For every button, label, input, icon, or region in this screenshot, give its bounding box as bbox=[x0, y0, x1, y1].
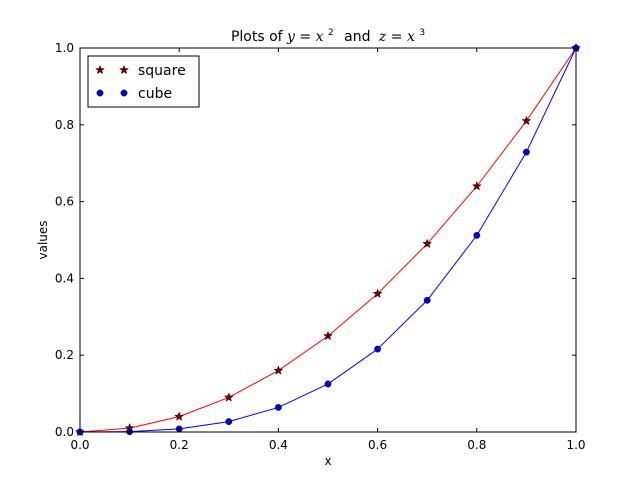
data-point-square bbox=[372, 288, 383, 298]
data-point-cube bbox=[523, 148, 530, 156]
y-tick-label: 0.2 bbox=[55, 348, 74, 362]
data-point-square bbox=[471, 181, 482, 191]
legend-label-cube: cube bbox=[138, 86, 172, 102]
legend-entry-square: square bbox=[95, 63, 186, 79]
title-expr1-eq: = bbox=[299, 29, 311, 45]
title-prefix: Plots of bbox=[231, 29, 287, 45]
data-point-square bbox=[521, 115, 532, 126]
legend-box bbox=[87, 55, 200, 108]
title-expr1-var: y bbox=[286, 29, 296, 45]
title-expr2-var: z bbox=[378, 29, 387, 45]
y-tick-label: 0.8 bbox=[55, 118, 74, 132]
data-point-cube bbox=[324, 380, 332, 388]
legend-marker-square bbox=[119, 64, 129, 75]
x-tick-label: 0.0 bbox=[70, 438, 89, 452]
title-expr2-rhs: x bbox=[407, 29, 415, 45]
x-axis-label: x bbox=[324, 454, 331, 468]
series-square bbox=[75, 42, 581, 437]
legend-label-square: square bbox=[138, 63, 186, 79]
legend-items: square cube bbox=[95, 63, 186, 102]
data-point-square bbox=[422, 238, 433, 249]
title-expr2-exp: 3 bbox=[419, 28, 425, 38]
legend-marker-cube bbox=[120, 89, 128, 97]
data-point-cube bbox=[274, 404, 282, 411]
y-tick-label: 1.0 bbox=[55, 41, 74, 55]
ticks-layer: 0.0 0.2 0.4 0.6 0.8 1.0 0.0 0.2 0.4 0.6 0.8 1.0 bbox=[55, 41, 586, 452]
title-expr2-eq: = bbox=[391, 29, 403, 45]
data-point-cube bbox=[225, 418, 233, 426]
x-tick-label: 0.2 bbox=[170, 438, 189, 452]
legend-marker-square bbox=[95, 64, 105, 75]
y-tick-label: 0.0 bbox=[55, 425, 74, 439]
legend: square cube bbox=[87, 55, 200, 108]
data-point-square bbox=[323, 330, 333, 341]
x-tick-label: 0.8 bbox=[467, 438, 486, 452]
chart-title: Plots of y = x 2 and z = x 3 bbox=[231, 23, 425, 45]
legend-marker-cube bbox=[96, 89, 104, 97]
x-tick-label: 0.6 bbox=[368, 438, 387, 452]
data-point-square bbox=[223, 392, 234, 402]
x-tick-label: 1.0 bbox=[566, 438, 585, 452]
plot-frame bbox=[79, 47, 577, 433]
data-point-cube bbox=[374, 345, 381, 353]
y-tick-label: 0.6 bbox=[55, 195, 74, 209]
x-tick-label: 0.4 bbox=[269, 438, 288, 452]
title-expr1-exp: 2 bbox=[328, 28, 334, 38]
y-tick-label: 0.4 bbox=[55, 271, 74, 285]
data-point-square bbox=[174, 411, 185, 421]
data-point-cube bbox=[423, 296, 431, 304]
title-expr1-rhs: x bbox=[316, 29, 324, 45]
data-point-cube bbox=[473, 231, 481, 239]
title-joiner: and bbox=[344, 29, 370, 45]
data-point-square bbox=[273, 365, 284, 375]
y-axis-label: values bbox=[36, 220, 50, 259]
legend-entry-cube: cube bbox=[96, 86, 172, 102]
